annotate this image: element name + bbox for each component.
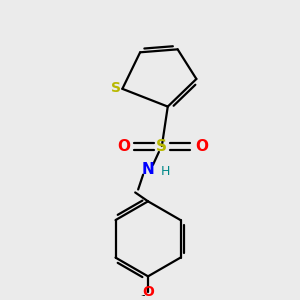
Text: S: S [156,139,167,154]
Text: O: O [195,139,208,154]
Text: O: O [142,285,154,299]
Text: O: O [117,139,130,154]
Text: S: S [111,81,122,95]
Text: N: N [142,162,154,177]
Text: H: H [161,165,170,178]
